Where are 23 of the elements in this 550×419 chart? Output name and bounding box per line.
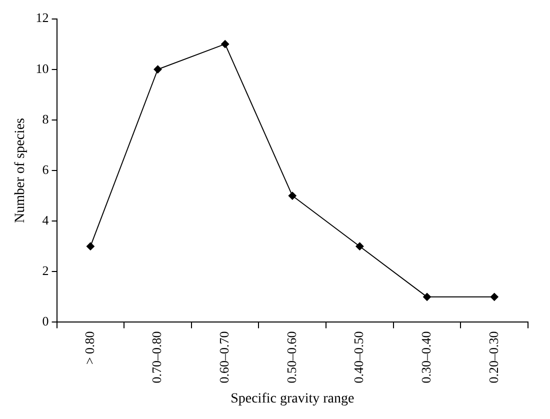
x-axis-title: Specific gravity range — [230, 391, 354, 406]
point — [356, 242, 364, 250]
x-tick-label: > 0.80 — [82, 331, 97, 365]
y-tick-label: 10 — [36, 60, 49, 76]
point — [423, 292, 432, 301]
x-tick-label: 0.20–0.30 — [486, 331, 501, 384]
point — [154, 65, 162, 74]
y-tick-label: 4 — [42, 212, 50, 228]
x-tick-label: 0.60–0.70 — [216, 331, 232, 384]
y-tick-label: 2 — [42, 263, 49, 278]
x-tick-label: 0.70–0.80 — [149, 331, 164, 384]
y-tick-label: 8 — [42, 111, 49, 126]
x-tick-label: 0.30–0.40 — [418, 331, 434, 384]
y-tick-label: 12 — [36, 10, 49, 26]
point — [490, 292, 498, 301]
x-tick-label: 0.50–0.60 — [284, 331, 299, 384]
point — [86, 242, 94, 250]
y-tick-label: 0 — [42, 314, 49, 329]
y-axis-title: Number of species — [13, 118, 28, 223]
point — [221, 40, 230, 48]
point — [288, 192, 296, 200]
x-tick-label: 0.40–0.50 — [351, 331, 366, 384]
y-tick-label: 6 — [42, 162, 50, 177]
